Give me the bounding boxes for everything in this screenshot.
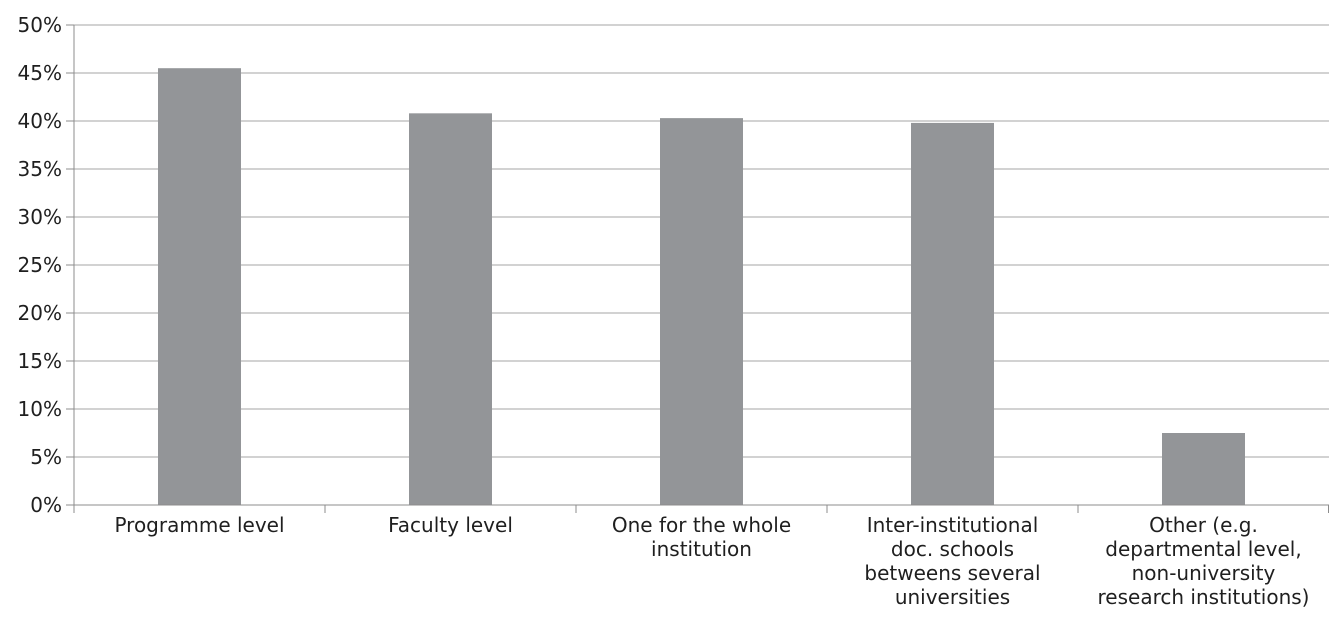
x-category-label-line: doc. schools: [891, 537, 1014, 561]
x-category-label: Faculty level: [388, 513, 513, 537]
x-category-label-line: Inter-institutional: [867, 513, 1039, 537]
x-category-label-line: non-university: [1132, 561, 1276, 585]
y-tick-label: 25%: [18, 253, 62, 277]
y-tick-label: 45%: [18, 61, 62, 85]
x-category-label-line: One for the whole: [612, 513, 791, 537]
x-category-label-line: Faculty level: [388, 513, 513, 537]
y-tick-label: 20%: [18, 301, 62, 325]
y-tick-label: 50%: [18, 13, 62, 37]
x-category-label: Other (e.g. departmental level, non-univer…: [1098, 513, 1310, 609]
y-tick-label: 40%: [18, 109, 62, 133]
y-tick-label: 15%: [18, 349, 62, 373]
y-axis-tick-labels: 0% 5% 10% 15% 20% 25% 30% 35% 40% 45% 50%: [18, 13, 62, 517]
bars: [158, 68, 1245, 506]
x-category-label-line: Programme level: [114, 513, 284, 537]
x-category-label-line: Other (e.g.: [1149, 513, 1258, 537]
x-category-label-line: departmental level,: [1105, 537, 1301, 561]
x-category-label-line: universities: [895, 585, 1010, 609]
bar: [158, 68, 241, 505]
x-category-label: One for the whole institution: [612, 513, 791, 561]
y-tick-label: 35%: [18, 157, 62, 181]
x-category-label-line: institution: [651, 537, 752, 561]
y-tick-label: 5%: [30, 445, 62, 469]
x-category-label: Inter-institutional doc. schools betweens …: [864, 513, 1040, 609]
y-tick-label: 10%: [18, 397, 62, 421]
bar: [409, 113, 492, 505]
x-category-label-line: betweens several: [864, 561, 1040, 585]
bar: [1162, 433, 1245, 505]
bar: [911, 122, 994, 506]
axes: [66, 24, 1329, 513]
x-category-label: Programme level: [114, 513, 284, 537]
x-axis-category-labels: Programme level Faculty level One for the …: [114, 513, 1309, 609]
x-category-label-line: research institutions): [1098, 585, 1310, 609]
bar: [660, 118, 743, 506]
y-tick-label: 30%: [18, 205, 62, 229]
y-tick-label: 0%: [30, 493, 62, 517]
